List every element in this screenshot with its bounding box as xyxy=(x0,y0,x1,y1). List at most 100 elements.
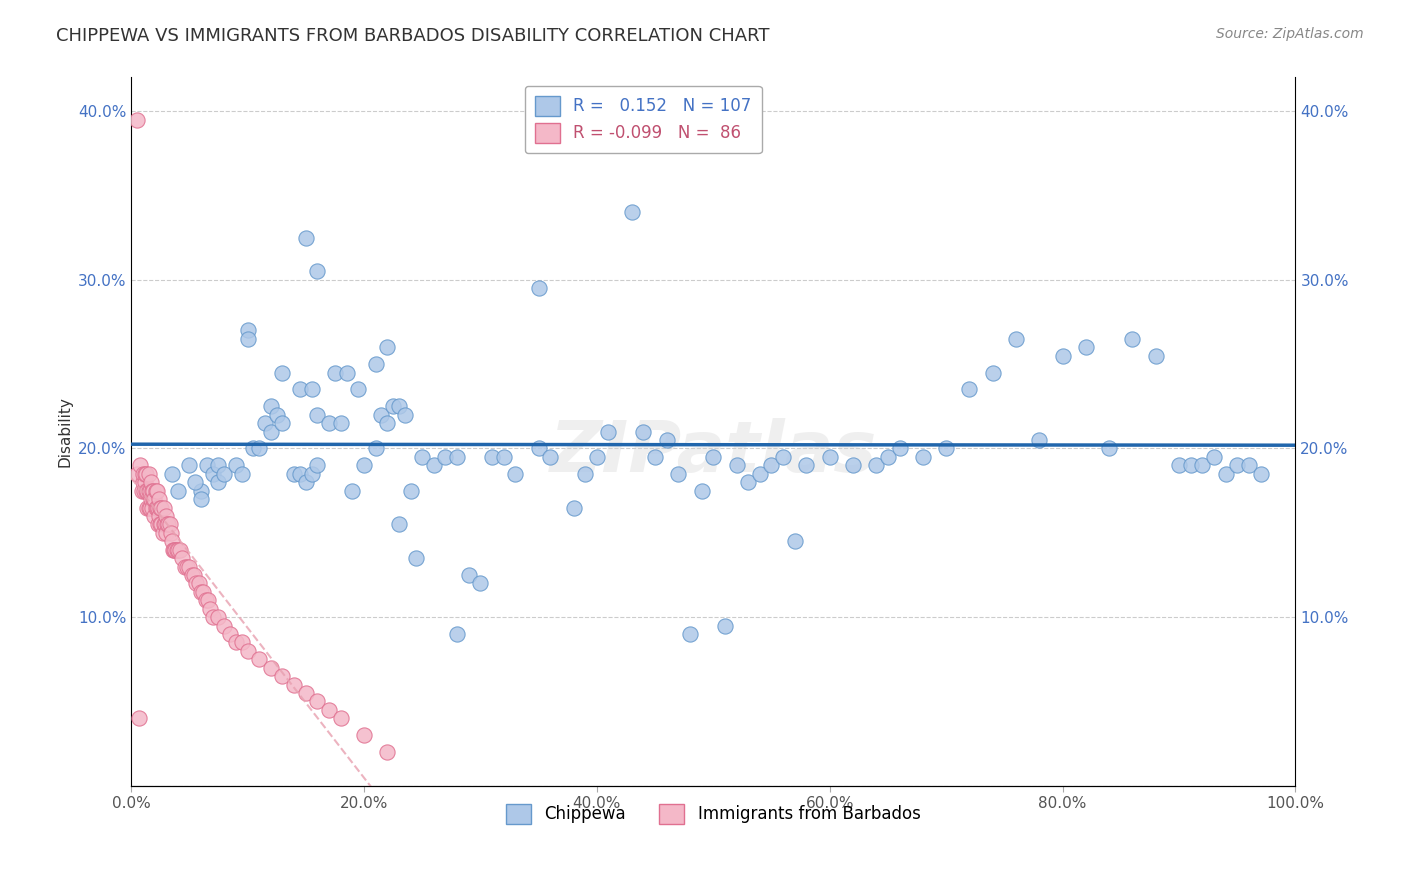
Y-axis label: Disability: Disability xyxy=(58,396,72,467)
Point xyxy=(146,517,169,532)
Point xyxy=(187,576,209,591)
Point xyxy=(152,525,174,540)
Point xyxy=(139,475,162,490)
Point xyxy=(152,500,174,515)
Point xyxy=(207,610,229,624)
Point xyxy=(405,551,427,566)
Point xyxy=(149,517,172,532)
Point xyxy=(598,425,620,439)
Point xyxy=(141,483,163,498)
Point xyxy=(129,458,152,473)
Point xyxy=(180,568,202,582)
Point xyxy=(128,711,150,725)
Point xyxy=(301,467,323,481)
Point xyxy=(142,492,165,507)
Point xyxy=(655,433,678,447)
Point xyxy=(307,694,329,708)
Point xyxy=(136,500,159,515)
Point xyxy=(242,442,264,456)
Point xyxy=(666,467,689,481)
Point xyxy=(193,584,215,599)
Point xyxy=(620,205,643,219)
Point xyxy=(307,458,329,473)
Point xyxy=(981,366,1004,380)
Point xyxy=(148,492,170,507)
Point xyxy=(375,745,398,759)
Point xyxy=(260,400,283,414)
Point xyxy=(194,593,217,607)
Point xyxy=(260,425,283,439)
Point xyxy=(562,500,585,515)
Point xyxy=(342,483,364,498)
Point xyxy=(186,576,208,591)
Point xyxy=(370,408,392,422)
Point xyxy=(748,467,770,481)
Point xyxy=(138,483,160,498)
Point xyxy=(1052,349,1074,363)
Point xyxy=(283,677,305,691)
Point xyxy=(207,458,229,473)
Point xyxy=(796,458,818,473)
Point xyxy=(1215,467,1237,481)
Point xyxy=(335,366,357,380)
Point xyxy=(201,467,224,481)
Point xyxy=(212,618,235,632)
Point xyxy=(149,500,172,515)
Point xyxy=(165,542,187,557)
Point xyxy=(134,467,156,481)
Point xyxy=(307,264,329,278)
Point xyxy=(725,458,748,473)
Point xyxy=(1191,458,1213,473)
Point xyxy=(150,517,173,532)
Point xyxy=(231,635,253,649)
Point xyxy=(1168,458,1191,473)
Point xyxy=(353,728,375,742)
Point xyxy=(247,652,270,666)
Point xyxy=(236,644,259,658)
Point xyxy=(842,458,865,473)
Point xyxy=(163,542,186,557)
Point xyxy=(152,517,174,532)
Point xyxy=(388,517,411,532)
Point xyxy=(236,332,259,346)
Point xyxy=(155,508,177,523)
Point xyxy=(889,442,911,456)
Point xyxy=(132,467,155,481)
Point xyxy=(135,483,157,498)
Point xyxy=(1074,340,1097,354)
Point xyxy=(364,442,387,456)
Point xyxy=(266,408,288,422)
Point xyxy=(190,492,212,507)
Point xyxy=(877,450,900,464)
Point xyxy=(253,416,276,430)
Point xyxy=(818,450,841,464)
Point xyxy=(231,467,253,481)
Point xyxy=(134,475,156,490)
Point xyxy=(150,500,173,515)
Point xyxy=(318,703,340,717)
Point xyxy=(353,458,375,473)
Point xyxy=(294,686,316,700)
Point xyxy=(271,366,294,380)
Point xyxy=(153,517,176,532)
Point xyxy=(382,400,405,414)
Point xyxy=(184,475,207,490)
Point xyxy=(394,408,416,422)
Point xyxy=(142,483,165,498)
Point xyxy=(125,112,148,127)
Point xyxy=(190,584,212,599)
Point xyxy=(761,458,783,473)
Point xyxy=(307,408,329,422)
Point xyxy=(201,610,224,624)
Point xyxy=(207,475,229,490)
Point xyxy=(141,500,163,515)
Point xyxy=(375,340,398,354)
Point xyxy=(1121,332,1143,346)
Point xyxy=(143,508,166,523)
Point xyxy=(772,450,794,464)
Point xyxy=(160,534,183,549)
Point xyxy=(1180,458,1202,473)
Point xyxy=(145,483,167,498)
Point xyxy=(183,568,205,582)
Point xyxy=(159,525,181,540)
